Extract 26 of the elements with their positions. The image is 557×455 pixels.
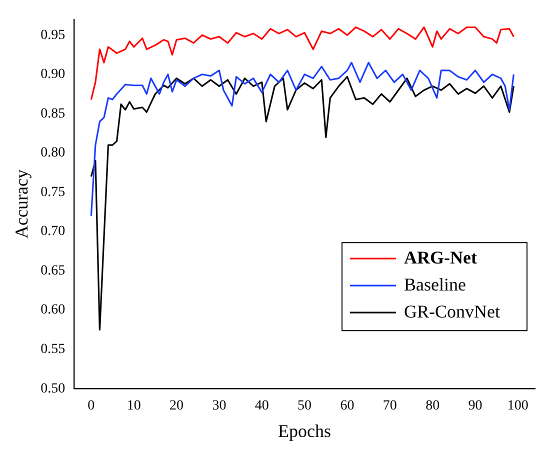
x-tick-label: 80 bbox=[426, 398, 440, 414]
x-tick-label: 70 bbox=[382, 398, 397, 414]
y-tick-label: 0.70 bbox=[40, 224, 66, 240]
y-tick-label: 0.80 bbox=[40, 146, 66, 161]
y-tick-label: 0.95 bbox=[40, 28, 66, 43]
legend-label: Baseline bbox=[404, 274, 466, 294]
y-axis-title: Accuracy bbox=[12, 170, 32, 238]
y-tick-label: 0.90 bbox=[40, 67, 66, 82]
x-tick-label: 100 bbox=[507, 398, 528, 414]
x-tick-label: 10 bbox=[126, 398, 141, 414]
y-tick-label: 0.55 bbox=[40, 342, 66, 357]
y-tick-label: 0.85 bbox=[40, 106, 66, 122]
x-axis-title: Epochs bbox=[278, 420, 332, 441]
x-tick-label: 20 bbox=[170, 398, 184, 414]
x-tick-label: 50 bbox=[298, 398, 312, 414]
x-tick-label: 30 bbox=[212, 398, 226, 414]
y-tick-label: 0.60 bbox=[40, 302, 66, 318]
y-tick-label: 0.75 bbox=[40, 184, 66, 200]
x-tick-label: 90 bbox=[468, 398, 482, 414]
x-tick-label: 0 bbox=[88, 398, 95, 414]
x-tick-label: 40 bbox=[254, 398, 269, 414]
x-tick-label: 60 bbox=[340, 398, 354, 414]
y-tick-label: 0.50 bbox=[40, 381, 66, 396]
legend-label: ARG-Net bbox=[404, 247, 477, 268]
y-tick-label: 0.65 bbox=[40, 263, 66, 278]
legend-label: GR-ConvNet bbox=[404, 301, 500, 322]
